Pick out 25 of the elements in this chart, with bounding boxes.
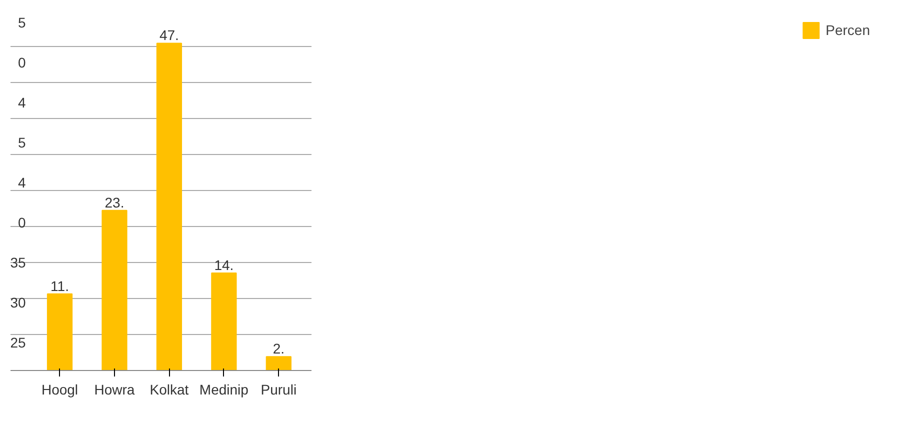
data-label: 23.: [104, 194, 124, 210]
annotation: 35: [10, 254, 26, 270]
annotation: 25: [10, 334, 26, 350]
x-tick-label: Medinip: [199, 382, 249, 398]
x-tick-label: Puruli: [260, 382, 297, 398]
bar: [156, 42, 182, 370]
data-label: 14.: [214, 257, 234, 274]
annotation: 4: [18, 174, 26, 190]
annotation: 4: [18, 94, 26, 110]
annotation: 0: [18, 54, 26, 70]
legend-label: Percen: [826, 22, 870, 38]
data-label: 11.: [50, 278, 69, 294]
data-label: 47.: [159, 27, 179, 44]
bar: [46, 293, 73, 370]
bar: [266, 356, 292, 370]
annotation: 5: [18, 134, 26, 150]
x-tick-label: Kolkat: [150, 382, 189, 398]
annotation: 0: [18, 214, 26, 230]
x-tick-label: Howra: [94, 382, 135, 398]
annotation: 30: [10, 294, 26, 310]
data-label: 2.: [272, 340, 285, 357]
text: 5: [18, 14, 26, 30]
bar: [211, 272, 237, 370]
bar: [102, 210, 128, 370]
x-tick-label: Hoogl: [41, 382, 78, 398]
